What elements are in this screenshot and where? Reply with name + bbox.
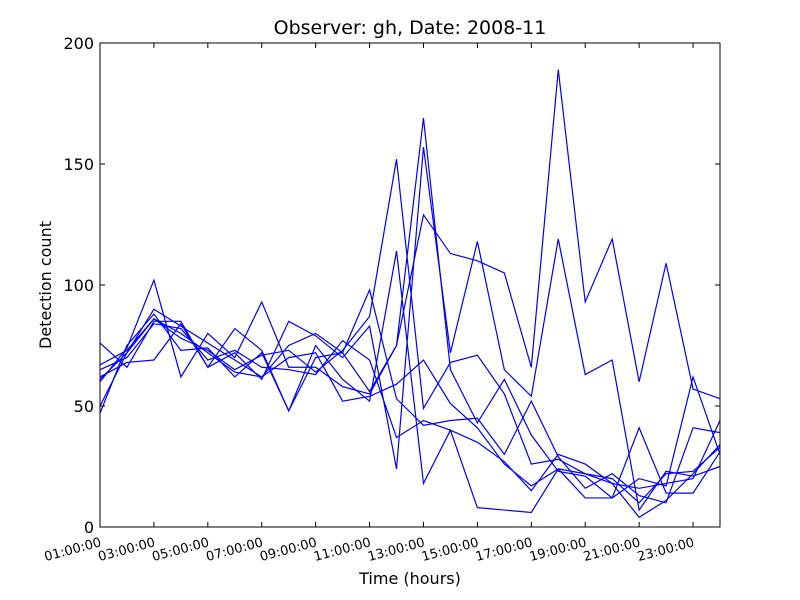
plot-lines: [99, 69, 721, 519]
x-tick-label: 15:00:00: [420, 535, 480, 565]
x-tick-label: 03:00:00: [97, 535, 157, 565]
x-tick-label: 07:00:00: [204, 535, 264, 565]
x-tick-label: 19:00:00: [528, 535, 588, 565]
y-axis-ticks: 0 50 100 150 200: [63, 34, 720, 537]
x-tick-label: 17:00:00: [474, 535, 534, 565]
series-line-3: [99, 287, 721, 504]
chart-title: Observer: gh, Date: 2008-11: [274, 17, 547, 39]
x-tick-label: 09:00:00: [258, 535, 318, 565]
x-tick-label: 23:00:00: [636, 535, 696, 565]
x-tick-label: 11:00:00: [312, 535, 372, 565]
x-tick-label: 21:00:00: [582, 535, 642, 565]
y-tick-label: 100: [63, 276, 94, 295]
y-tick-label: 0: [84, 518, 94, 537]
series-line-6: [99, 318, 721, 489]
y-tick-label: 200: [63, 34, 94, 53]
series-line-5: [99, 117, 721, 499]
series-line-4: [99, 251, 721, 514]
x-axis-label: Time (hours): [358, 569, 461, 588]
series-line-7: [99, 159, 721, 504]
x-tick-label: 13:00:00: [366, 535, 426, 565]
y-tick-label: 150: [63, 155, 94, 174]
x-tick-label: 05:00:00: [151, 535, 211, 565]
x-tick-label: 01:00:00: [43, 535, 103, 565]
y-axis-label: Detection count: [36, 221, 55, 349]
series-line-2: [99, 146, 721, 512]
series-line-8: [99, 323, 721, 519]
y-tick-label: 50: [74, 397, 94, 416]
